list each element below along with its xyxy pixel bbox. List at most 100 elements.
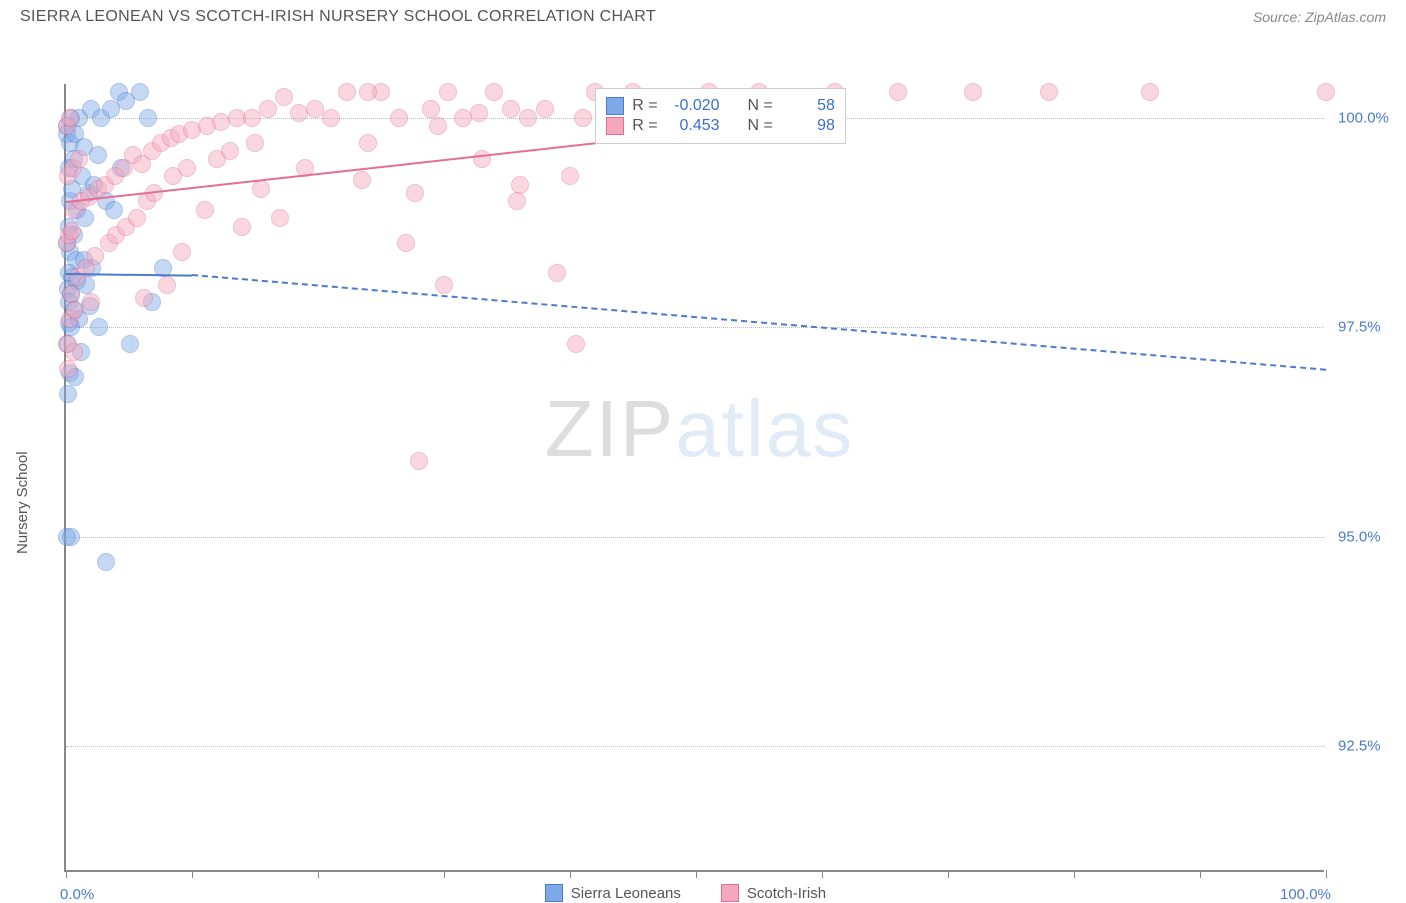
scatter-point xyxy=(121,335,139,353)
y-tick-label: 92.5% xyxy=(1338,738,1381,755)
scatter-point xyxy=(271,209,289,227)
scatter-point xyxy=(485,83,503,101)
scatter-point xyxy=(1141,83,1159,101)
scatter-point xyxy=(502,100,520,118)
scatter-point xyxy=(454,109,472,127)
scatter-point xyxy=(429,117,447,135)
scatter-point xyxy=(62,285,80,303)
bottom-legend: Sierra Leoneans Scotch-Irish xyxy=(545,884,826,902)
scatter-point xyxy=(353,171,371,189)
legend-swatch xyxy=(545,884,563,902)
legend-label: Scotch-Irish xyxy=(747,885,826,902)
x-tick xyxy=(822,870,823,878)
x-tick xyxy=(66,870,67,878)
x-tick xyxy=(1326,870,1327,878)
scatter-point xyxy=(574,109,592,127)
stat-label: R = xyxy=(632,117,657,135)
scatter-point xyxy=(508,192,526,210)
scatter-point xyxy=(1040,83,1058,101)
stats-row: R = 0.453 N = 98 xyxy=(606,117,835,135)
stats-row: R = -0.020 N = 58 xyxy=(606,97,835,115)
stat-label: N = xyxy=(748,117,773,135)
scatter-point xyxy=(511,176,529,194)
y-axis-label: Nursery School xyxy=(14,451,31,554)
scatter-point xyxy=(158,276,176,294)
scatter-point xyxy=(548,264,566,282)
scatter-point xyxy=(89,146,107,164)
scatter-point xyxy=(70,150,88,168)
stat-r-value: 0.453 xyxy=(666,117,720,135)
gridline xyxy=(66,537,1324,538)
scatter-point xyxy=(221,142,239,160)
scatter-point xyxy=(59,385,77,403)
scatter-point xyxy=(105,201,123,219)
scatter-point xyxy=(561,167,579,185)
legend-item: Sierra Leoneans xyxy=(545,884,681,902)
scatter-point xyxy=(406,184,424,202)
x-tick xyxy=(1074,870,1075,878)
scatter-point xyxy=(964,83,982,101)
scatter-point xyxy=(131,83,149,101)
stats-legend: R = -0.020 N = 58 R = 0.453 N = 98 xyxy=(595,88,846,144)
scatter-point xyxy=(259,100,277,118)
scatter-point xyxy=(63,222,81,240)
stat-r-value: -0.020 xyxy=(666,97,720,115)
gridline xyxy=(66,746,1324,747)
chart-header: SIERRA LEONEAN VS SCOTCH-IRISH NURSERY S… xyxy=(0,0,1406,30)
x-tick xyxy=(948,870,949,878)
scatter-point xyxy=(275,88,293,106)
scatter-point xyxy=(233,218,251,236)
scatter-point xyxy=(338,83,356,101)
scatter-point xyxy=(173,243,191,261)
scatter-point xyxy=(290,104,308,122)
scatter-point xyxy=(97,553,115,571)
plot-area: 92.5%95.0%97.5%100.0%0.0%100.0%ZIPatlasR… xyxy=(64,84,1324,872)
scatter-point xyxy=(178,159,196,177)
scatter-point xyxy=(139,109,157,127)
stat-n-value: 98 xyxy=(781,117,835,135)
watermark: ZIPatlas xyxy=(545,383,854,475)
scatter-point xyxy=(212,113,230,131)
legend-swatch xyxy=(606,117,624,135)
scatter-point xyxy=(567,335,585,353)
scatter-point xyxy=(59,360,77,378)
scatter-point xyxy=(196,201,214,219)
y-tick-label: 95.0% xyxy=(1338,528,1381,545)
scatter-point xyxy=(62,528,80,546)
stat-label: R = xyxy=(632,97,657,115)
scatter-point xyxy=(390,109,408,127)
scatter-point xyxy=(86,247,104,265)
x-tick xyxy=(1200,870,1201,878)
scatter-point xyxy=(82,293,100,311)
x-tick xyxy=(570,870,571,878)
y-tick-label: 100.0% xyxy=(1338,109,1389,126)
x-tick xyxy=(696,870,697,878)
legend-swatch xyxy=(721,884,739,902)
scatter-point xyxy=(65,343,83,361)
scatter-point xyxy=(322,109,340,127)
legend-swatch xyxy=(606,97,624,115)
stat-n-value: 58 xyxy=(781,97,835,115)
scatter-point xyxy=(246,134,264,152)
x-tick-label: 0.0% xyxy=(60,886,94,903)
chart-source: Source: ZipAtlas.com xyxy=(1253,9,1386,25)
scatter-point xyxy=(397,234,415,252)
x-tick xyxy=(192,870,193,878)
chart-title: SIERRA LEONEAN VS SCOTCH-IRISH NURSERY S… xyxy=(20,8,656,26)
x-tick-label: 100.0% xyxy=(1280,886,1331,903)
x-tick xyxy=(318,870,319,878)
scatter-point xyxy=(410,452,428,470)
scatter-point xyxy=(439,83,457,101)
scatter-point xyxy=(359,83,377,101)
scatter-point xyxy=(359,134,377,152)
legend-item: Scotch-Irish xyxy=(721,884,826,902)
scatter-point xyxy=(889,83,907,101)
scatter-point xyxy=(519,109,537,127)
x-tick xyxy=(444,870,445,878)
scatter-point xyxy=(66,301,84,319)
scatter-point xyxy=(536,100,554,118)
scatter-point xyxy=(128,209,146,227)
scatter-point xyxy=(90,318,108,336)
stat-label: N = xyxy=(748,97,773,115)
scatter-point xyxy=(135,289,153,307)
